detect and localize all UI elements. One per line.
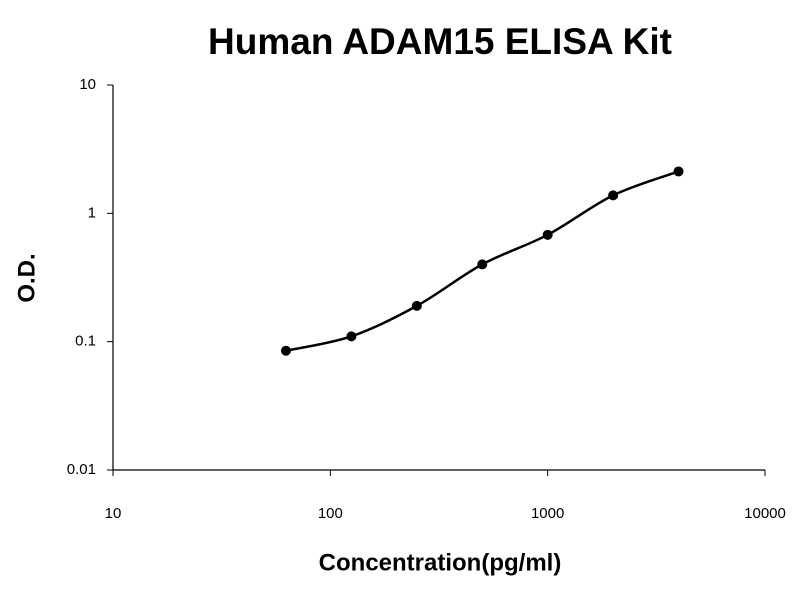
y-tick-label: 10 <box>79 76 96 93</box>
y-axis-label: O.D. <box>13 253 40 302</box>
x-tick-label: 10 <box>105 505 122 522</box>
data-point <box>411 300 422 311</box>
data-point <box>280 345 291 356</box>
data-point <box>673 166 684 177</box>
x-axis-label: Concentration(pg/ml) <box>319 549 562 576</box>
x-tick-label: 1000 <box>531 505 564 522</box>
x-tick-label: 100 <box>318 505 343 522</box>
data-point <box>542 229 553 240</box>
data-point <box>608 190 619 201</box>
data-point <box>477 259 488 270</box>
y-tick-label: 1 <box>88 204 96 221</box>
y-tick-label: 0.01 <box>67 461 96 478</box>
x-tick-label: 10000 <box>744 505 786 522</box>
data-point <box>346 331 357 342</box>
chart-title: Human ADAM15 ELISA Kit <box>208 21 672 62</box>
y-tick-label: 0.1 <box>75 333 96 350</box>
